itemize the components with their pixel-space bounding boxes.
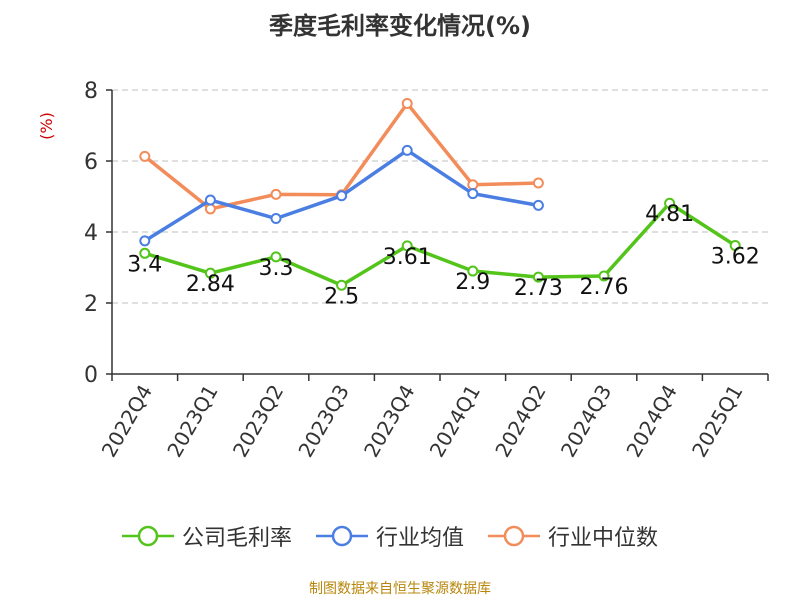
data-label: 2.73 [514,276,563,301]
data-point [467,179,479,191]
data-point [204,194,216,206]
data-point [467,188,479,200]
data-point [729,239,741,251]
data-point [598,270,610,282]
data-label: 2.5 [324,284,359,309]
data-point [139,247,151,259]
data-label: 2.84 [186,272,235,297]
x-tick-label: 2023Q4 [359,381,419,462]
chart-title: 季度毛利率变化情况(%) [269,12,531,40]
legend-item: 公司毛利率 [120,520,292,552]
legend-label: 行业均值 [376,526,465,551]
data-point [532,199,544,211]
data-point [270,251,282,263]
x-tick-label: 2022Q4 [97,381,157,462]
x-tick-label: 2024Q4 [621,381,681,462]
data-point [532,271,544,283]
x-tick-label: 2024Q3 [556,381,616,462]
x-tick-label: 2023Q1 [162,381,222,462]
data-label: 3.62 [711,244,760,269]
x-tick-label: 2024Q2 [490,381,550,462]
data-point [664,197,676,209]
data-point [139,235,151,247]
data-point [204,203,216,215]
y-axis-label: (%) [37,112,56,140]
data-point [532,177,544,189]
x-tick-label: 2025Q1 [687,381,747,462]
y-tick-label: 0 [84,363,98,388]
legend-swatch [316,525,369,547]
data-point [270,213,282,225]
legend-item: 行业中位数 [486,520,658,552]
data-label: 3.4 [127,252,162,277]
legend-item: 行业均值 [314,520,464,552]
y-tick-label: 8 [84,79,98,104]
x-tick-label: 2023Q2 [228,381,288,462]
data-label: 4.81 [645,202,694,227]
data-label: 3.3 [259,256,294,281]
data-label: 2.76 [580,275,629,300]
data-point [270,188,282,200]
legend-swatch [488,525,541,547]
legend-label: 行业中位数 [548,526,659,551]
data-point [336,279,348,291]
data-label: 2.9 [455,270,490,295]
data-point [467,265,479,277]
data-point [401,97,413,109]
legend: 公司毛利率 行业均值 行业中位数 [120,518,680,554]
data-point [336,190,348,202]
x-tick-label: 2023Q3 [293,381,353,462]
legend-label: 公司毛利率 [182,526,293,551]
data-point [401,240,413,252]
data-point [401,144,413,156]
y-tick-label: 2 [84,292,98,317]
y-tick-label: 6 [84,150,98,175]
footer-source: 制图数据来自恒生聚源数据库 [309,581,491,597]
legend-swatch [122,525,174,547]
series-line [144,201,737,287]
data-point [204,267,216,279]
data-point [139,150,151,162]
y-tick-label: 4 [84,221,98,246]
x-tick-label: 2024Q1 [425,381,485,462]
data-label: 3.61 [383,245,432,270]
